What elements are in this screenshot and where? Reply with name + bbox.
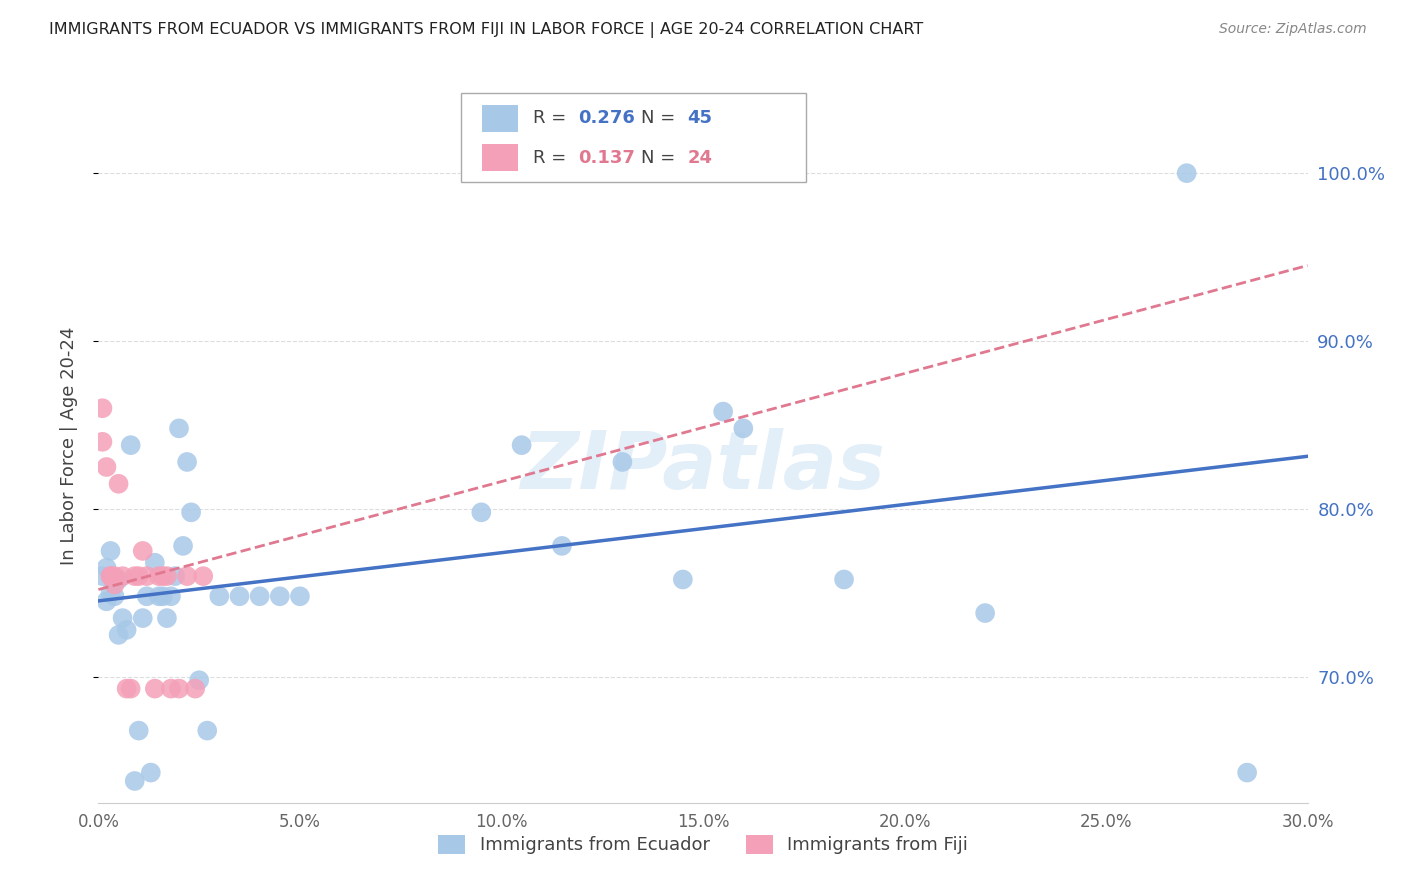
Point <box>510 438 533 452</box>
Point <box>733 421 755 435</box>
Point <box>96 594 118 608</box>
Point <box>672 573 695 587</box>
Point <box>1175 166 1198 180</box>
Point <box>208 589 231 603</box>
Point <box>103 569 125 583</box>
Point <box>135 569 157 583</box>
Point <box>115 681 138 696</box>
Text: N =: N = <box>641 110 682 128</box>
Point <box>269 589 291 603</box>
Point <box>132 611 155 625</box>
Text: R =: R = <box>533 149 571 167</box>
Text: R =: R = <box>533 110 571 128</box>
Point <box>111 611 134 625</box>
Point <box>103 577 125 591</box>
Point <box>120 681 142 696</box>
Point <box>100 544 122 558</box>
Point <box>100 569 122 583</box>
Point <box>143 681 166 696</box>
Legend: Immigrants from Ecuador, Immigrants from Fiji: Immigrants from Ecuador, Immigrants from… <box>439 835 967 855</box>
Point <box>176 455 198 469</box>
Point <box>132 544 155 558</box>
Point <box>176 569 198 583</box>
Point <box>160 589 183 603</box>
Point <box>193 569 215 583</box>
Point <box>156 611 179 625</box>
Text: 0.137: 0.137 <box>578 149 636 167</box>
Point <box>100 586 122 600</box>
Point <box>107 573 129 587</box>
Point <box>180 505 202 519</box>
Point <box>103 573 125 587</box>
Point <box>288 589 311 603</box>
Point <box>91 401 114 416</box>
Point <box>96 560 118 574</box>
Point <box>128 723 150 738</box>
Point <box>107 476 129 491</box>
Point <box>160 681 183 696</box>
Point <box>111 569 134 583</box>
Text: IMMIGRANTS FROM ECUADOR VS IMMIGRANTS FROM FIJI IN LABOR FORCE | AGE 20-24 CORRE: IMMIGRANTS FROM ECUADOR VS IMMIGRANTS FR… <box>49 22 924 38</box>
Text: 45: 45 <box>688 110 713 128</box>
Point <box>100 569 122 583</box>
Point <box>249 589 271 603</box>
Point <box>91 569 114 583</box>
Point <box>128 569 150 583</box>
Point <box>152 569 174 583</box>
Point <box>184 681 207 696</box>
Point <box>195 723 218 738</box>
Text: Source: ZipAtlas.com: Source: ZipAtlas.com <box>1219 22 1367 37</box>
Point <box>152 589 174 603</box>
Point <box>120 438 142 452</box>
Point <box>163 569 186 583</box>
Point <box>188 673 211 688</box>
Point <box>711 404 734 418</box>
Point <box>103 589 125 603</box>
Text: N =: N = <box>641 149 682 167</box>
Point <box>1236 765 1258 780</box>
Point <box>832 573 855 587</box>
Point <box>124 774 146 789</box>
FancyBboxPatch shape <box>482 145 517 171</box>
Point <box>143 556 166 570</box>
Y-axis label: In Labor Force | Age 20-24: In Labor Force | Age 20-24 <box>59 326 77 566</box>
FancyBboxPatch shape <box>482 105 517 132</box>
Point <box>124 569 146 583</box>
Point <box>470 505 492 519</box>
Point <box>91 434 114 449</box>
Point <box>148 589 170 603</box>
Point <box>96 460 118 475</box>
Text: 24: 24 <box>688 149 713 167</box>
Point <box>228 589 250 603</box>
Point <box>135 589 157 603</box>
Text: 0.276: 0.276 <box>578 110 636 128</box>
Point <box>167 681 190 696</box>
Point <box>148 569 170 583</box>
FancyBboxPatch shape <box>461 93 806 182</box>
Point <box>172 539 194 553</box>
Point <box>139 765 162 780</box>
Point <box>107 628 129 642</box>
Point <box>156 569 179 583</box>
Point <box>167 421 190 435</box>
Point <box>612 455 634 469</box>
Point <box>115 623 138 637</box>
Point <box>551 539 574 553</box>
Text: ZIPatlas: ZIPatlas <box>520 428 886 507</box>
Point <box>974 606 997 620</box>
